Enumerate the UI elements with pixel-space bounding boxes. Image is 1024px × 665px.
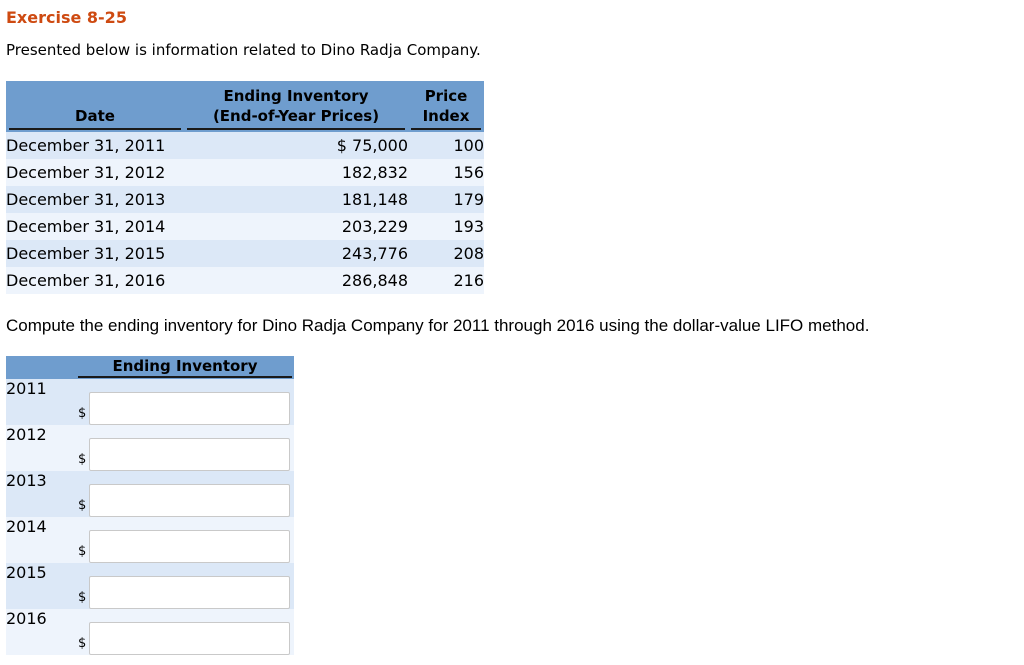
dollar-sign: $ bbox=[78, 543, 87, 559]
answer-header-label: Ending Inventory bbox=[112, 356, 258, 375]
ending-inventory-input-2011[interactable] bbox=[89, 391, 291, 425]
amount-cell: 181,148 bbox=[184, 185, 408, 213]
column-header-ending-inventory: Ending Inventory (End-of-Year Prices) bbox=[184, 81, 408, 132]
intro-text: Presented below is information related t… bbox=[6, 41, 481, 59]
answer-row: 2012 $ bbox=[6, 424, 294, 471]
amount-cell: 286,848 bbox=[184, 266, 408, 294]
instruction-text: Compute the ending inventory for Dino Ra… bbox=[6, 315, 870, 335]
price-index-header-line2: Index bbox=[422, 107, 470, 126]
year-label: 2016 bbox=[6, 608, 76, 655]
date-cell: December 31, 2015 bbox=[6, 239, 184, 267]
answer-header-row: Ending Inventory bbox=[6, 355, 294, 379]
date-cell: December 31, 2013 bbox=[6, 185, 184, 213]
date-cell: December 31, 2011 bbox=[6, 131, 184, 159]
answer-cell: $ bbox=[76, 378, 294, 425]
amount-cell: 203,229 bbox=[184, 212, 408, 240]
answer-header-ending-inventory: Ending Inventory bbox=[76, 355, 294, 379]
year-label: 2011 bbox=[6, 378, 76, 425]
answer-cell: $ bbox=[76, 470, 294, 517]
date-cell: December 31, 2012 bbox=[6, 158, 184, 186]
table-row: December 31, 2016 286,848 216 bbox=[6, 266, 484, 294]
amount-cell: $ 75,000 bbox=[184, 131, 408, 159]
dollar-sign: $ bbox=[78, 497, 87, 513]
dollar-sign: $ bbox=[78, 589, 87, 605]
answer-row: 2013 $ bbox=[6, 470, 294, 517]
table-row: December 31, 2014 203,229 193 bbox=[6, 212, 484, 240]
price-index-header-line1: Price bbox=[424, 87, 468, 105]
ending-inventory-header-line1: Ending Inventory bbox=[223, 87, 369, 105]
ending-inventory-input-2012[interactable] bbox=[89, 437, 291, 471]
date-cell: December 31, 2016 bbox=[6, 266, 184, 294]
ending-inventory-input-2015[interactable] bbox=[89, 575, 291, 609]
year-label: 2014 bbox=[6, 516, 76, 563]
amount-cell: 243,776 bbox=[184, 239, 408, 267]
index-cell: 100 bbox=[408, 131, 484, 159]
table-row: December 31, 2013 181,148 179 bbox=[6, 185, 484, 213]
index-cell: 208 bbox=[408, 239, 484, 267]
year-label: 2012 bbox=[6, 424, 76, 471]
table-row: December 31, 2012 182,832 156 bbox=[6, 158, 484, 186]
answer-row: 2014 $ bbox=[6, 516, 294, 563]
index-cell: 179 bbox=[408, 185, 484, 213]
ending-inventory-input-2016[interactable] bbox=[89, 621, 291, 655]
column-header-date: Date bbox=[6, 81, 184, 132]
answer-cell: $ bbox=[76, 424, 294, 471]
dollar-sign: $ bbox=[78, 405, 87, 421]
column-header-price-index: Price Index bbox=[408, 81, 484, 132]
dollar-sign: $ bbox=[78, 635, 87, 651]
index-cell: 216 bbox=[408, 266, 484, 294]
answer-cell: $ bbox=[76, 516, 294, 563]
dollar-sign: $ bbox=[78, 451, 87, 467]
answer-header-blank bbox=[6, 355, 76, 379]
answer-cell: $ bbox=[76, 562, 294, 609]
answer-row: 2011 $ bbox=[6, 378, 294, 425]
inventory-info-table: Date Ending Inventory (End-of-Year Price… bbox=[6, 81, 484, 294]
info-header-row: Date Ending Inventory (End-of-Year Price… bbox=[6, 81, 484, 132]
table-row: December 31, 2011 $ 75,000 100 bbox=[6, 131, 484, 159]
year-label: 2013 bbox=[6, 470, 76, 517]
answer-cell: $ bbox=[76, 608, 294, 655]
answer-row: 2015 $ bbox=[6, 562, 294, 609]
table-row: December 31, 2015 243,776 208 bbox=[6, 239, 484, 267]
exercise-title: Exercise 8-25 bbox=[6, 8, 127, 27]
answer-row: 2016 $ bbox=[6, 608, 294, 655]
ending-inventory-input-2014[interactable] bbox=[89, 529, 291, 563]
ending-inventory-header-line2: (End-of-Year Prices) bbox=[212, 107, 380, 126]
ending-inventory-input-2013[interactable] bbox=[89, 483, 291, 517]
index-cell: 156 bbox=[408, 158, 484, 186]
answer-table: Ending Inventory 2011 $ 2012 $ bbox=[6, 355, 294, 655]
date-header-label: Date bbox=[75, 107, 115, 126]
year-label: 2015 bbox=[6, 562, 76, 609]
amount-cell: 182,832 bbox=[184, 158, 408, 186]
index-cell: 193 bbox=[408, 212, 484, 240]
date-cell: December 31, 2014 bbox=[6, 212, 184, 240]
